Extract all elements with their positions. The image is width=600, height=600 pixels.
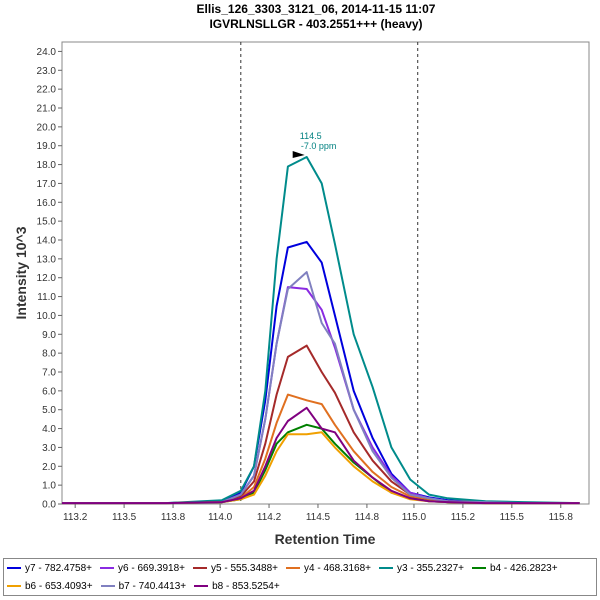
x-tick-label: 113.8 (161, 512, 186, 523)
legend-item: b8 - 853.5254+ (194, 581, 280, 592)
chart-subtitle: IGVRLNSLLGR - 403.2551+++ (heavy) (209, 17, 422, 31)
legend-item: b6 - 653.4093+ (7, 581, 93, 592)
y-tick-label: 16.0 (37, 198, 57, 209)
legend-label: y7 - 782.4758+ (25, 562, 92, 574)
legend-item: y5 - 555.3488+ (193, 563, 278, 574)
series-line (62, 271, 580, 505)
x-tick-label: 114.2 (257, 512, 282, 523)
series-lines (62, 156, 580, 505)
x-axis: 113.2 113.5 113.8 114.0 114.2 114.5 114.8 115.0… (63, 504, 573, 523)
y-tick-label: 7.0 (42, 368, 56, 379)
legend-swatch (194, 585, 209, 587)
legend-item: y7 - 782.4758+ (7, 563, 92, 574)
legend-item: b7 - 740.4413+ (100, 580, 187, 592)
y-tick-label: 14.0 (37, 236, 57, 247)
x-tick-label: 114.8 (355, 512, 380, 523)
legend-row: y7 - 782.4758+ y6 - 669.3918+ y5 - 555.348… (4, 559, 596, 577)
y-tick-label: 18.0 (37, 160, 57, 171)
y-axis: 0.0 1.0 2.0 3.0 4.0 5.0 6.0 7.0 8.0 9.0 10.0 11.0 12… (37, 47, 62, 511)
legend-label: y6 - 669.3918+ (118, 562, 185, 574)
x-tick-label: 114.0 (208, 512, 233, 523)
y-tick-label: 17.0 (37, 179, 57, 190)
y-tick-label: 15.0 (37, 217, 57, 228)
y-tick-label: 22.0 (37, 85, 57, 96)
y-axis-label: Intensity 10^3 (13, 226, 29, 319)
y-tick-label: 3.0 (42, 443, 56, 454)
peak-annotation: 114.5 -7.0 ppm (292, 131, 337, 159)
integration-boundaries (240, 42, 419, 504)
legend-swatch (193, 567, 207, 569)
y-tick-label: 23.0 (37, 66, 57, 77)
y-tick-label: 8.0 (42, 349, 56, 360)
peak-rt-label: 114.5 (300, 131, 322, 141)
y-tick-label: 19.0 (37, 141, 57, 152)
legend-swatch (100, 567, 114, 569)
legend-label: b7 - 740.4413+ (118, 580, 187, 592)
legend-swatch (100, 585, 115, 587)
y-tick-label: 21.0 (37, 104, 57, 115)
x-tick-label: 115.0 (402, 512, 427, 523)
legend-label: y4 - 468.3168+ (304, 562, 371, 574)
y-tick-label: 0.0 (42, 500, 56, 511)
y-tick-label: 11.0 (37, 292, 56, 303)
y-tick-label: 12.0 (37, 273, 57, 284)
legend-swatch (472, 567, 486, 569)
series-line (62, 156, 580, 505)
y-tick-label: 9.0 (42, 330, 56, 341)
y-tick-label: 1.0 (42, 481, 56, 492)
legend-swatch (7, 567, 21, 569)
y-tick-label: 24.0 (37, 47, 57, 58)
legend-item: y3 - 355.2327+ (379, 563, 464, 574)
legend-label: b6 - 653.4093+ (25, 580, 93, 592)
y-tick-label: 5.0 (42, 405, 56, 416)
legend-item: y4 - 468.3168+ (286, 563, 371, 574)
legend-label: b8 - 853.5254+ (212, 580, 280, 592)
series-line (62, 406, 580, 505)
legend-label: b4 - 426.2823+ (490, 562, 558, 574)
x-tick-label: 115.2 (451, 512, 476, 523)
legend-row: b6 - 653.4093+ b7 - 740.4413+ b8 - 853.525… (4, 577, 596, 595)
y-tick-label: 6.0 (42, 386, 56, 397)
x-tick-label: 113.5 (112, 512, 137, 523)
y-tick-label: 10.0 (37, 311, 57, 322)
x-tick-label: 113.2 (63, 512, 88, 523)
x-tick-label: 115.5 (500, 512, 525, 523)
peak-arrow-icon (292, 151, 305, 159)
legend: y7 - 782.4758+ y6 - 669.3918+ y5 - 555.348… (3, 558, 597, 596)
legend-label: y3 - 355.2327+ (397, 562, 464, 574)
legend-label: y5 - 555.3488+ (211, 562, 278, 574)
y-tick-label: 13.0 (37, 254, 57, 265)
legend-swatch (286, 567, 300, 569)
y-tick-label: 20.0 (37, 122, 57, 133)
x-tick-label: 115.8 (549, 512, 574, 523)
legend-item: y6 - 669.3918+ (100, 563, 185, 574)
chart-title: Ellis_126_3303_3121_06, 2014-11-15 11:07 (197, 2, 436, 16)
x-tick-label: 114.5 (306, 512, 331, 523)
peak-ppm-label: -7.0 ppm (301, 141, 337, 151)
legend-swatch (7, 585, 21, 587)
y-tick-label: 2.0 (42, 462, 56, 473)
legend-item: b4 - 426.2823+ (472, 563, 558, 574)
x-axis-label: Retention Time (275, 531, 376, 547)
legend-swatch (379, 567, 393, 569)
y-tick-label: 4.0 (42, 424, 56, 435)
plot-area (61, 41, 590, 505)
